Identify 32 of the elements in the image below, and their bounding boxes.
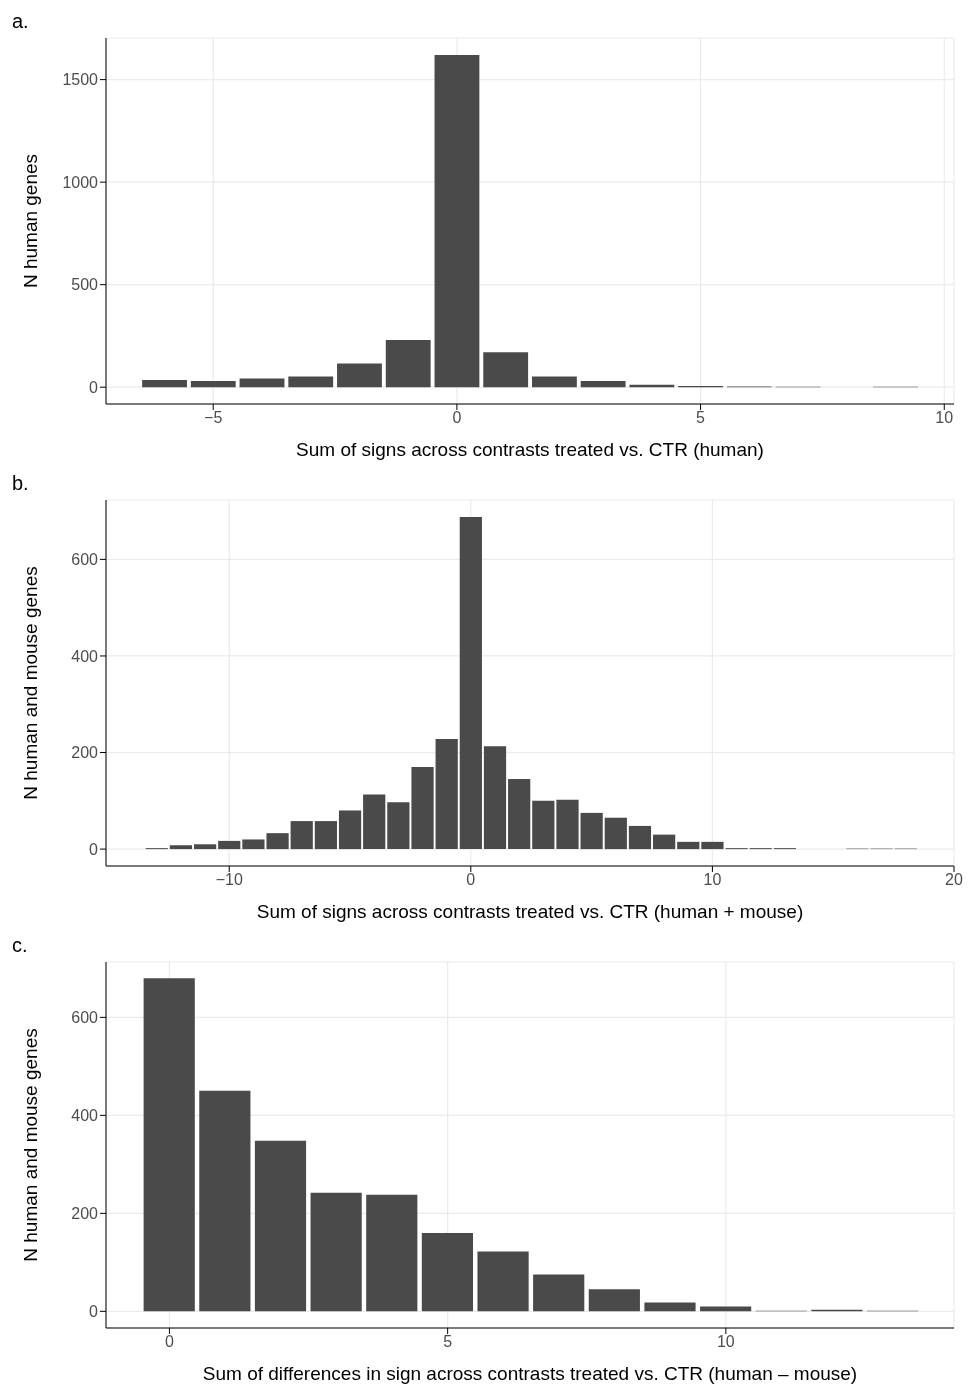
y-tick-label: 400: [71, 647, 99, 665]
x-tick-label: 10: [935, 409, 954, 427]
chart-title: a.: [12, 10, 29, 33]
x-tick-label: −10: [215, 871, 243, 889]
y-tick-label: 200: [71, 744, 99, 762]
y-tick-label: 1000: [62, 173, 99, 191]
x-tick-label: −5: [204, 409, 223, 427]
x-tick-label: 5: [696, 409, 706, 427]
y-tick-label: 600: [71, 551, 99, 569]
x-tick-label: 5: [443, 1333, 453, 1351]
y-tick-label: 0: [89, 840, 99, 858]
y-axis-title: N human genes: [19, 153, 41, 289]
x-axis-title: Sum of differences in sign across contrasts treated vs. CTR (human – mouse): [202, 1363, 858, 1384]
x-tick-label: 10: [716, 1333, 735, 1351]
y-tick-label: 600: [71, 1009, 99, 1027]
y-tick-label: 200: [71, 1205, 99, 1223]
y-tick-label: 0: [89, 1303, 99, 1321]
x-axis-title: Sum of signs across contrasts treated vs. CTR (human): [296, 439, 764, 460]
x-tick-label: 0: [164, 1333, 174, 1351]
chart-title: b.: [12, 472, 29, 495]
y-axis-title: N human and mouse genes: [19, 1028, 41, 1262]
y-tick-label: 400: [71, 1107, 99, 1125]
x-axis-title: Sum of signs across contrasts treated vs. CTR (human + mouse): [256, 901, 804, 922]
x-tick-label: 10: [703, 871, 722, 889]
x-tick-label: 0: [452, 409, 462, 427]
chart-title: c.: [12, 934, 28, 957]
y-tick-label: 500: [71, 276, 99, 294]
x-tick-label: 0: [466, 871, 476, 889]
y-axis-title: N human and mouse genes: [19, 566, 41, 800]
x-tick-label: 20: [945, 871, 963, 889]
y-tick-label: 1500: [62, 71, 99, 89]
y-tick-label: 0: [89, 378, 99, 396]
